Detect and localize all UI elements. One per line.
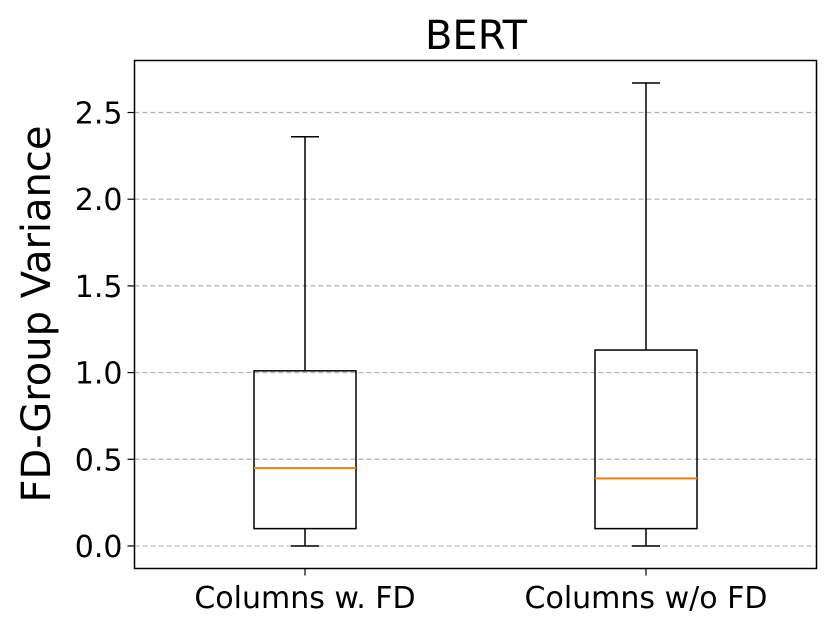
iqr-box: [253, 370, 357, 530]
y-tick-label: 1.5: [75, 270, 123, 305]
box-2: [594, 82, 698, 547]
iqr-box: [594, 349, 698, 530]
boxes: [253, 82, 698, 547]
y-tick-label: 0.5: [75, 443, 123, 478]
y-tick-label: 2.0: [75, 183, 123, 218]
grid-lines: [134, 111, 817, 547]
x-axis-ticks: Columns w. FD Columns w/o FD: [194, 568, 768, 616]
y-tick-label: 2.5: [75, 97, 123, 132]
y-tick-label: 0.0: [75, 530, 123, 565]
plot-area-frame: [133, 59, 818, 570]
x-tick-label: Columns w/o FD: [525, 581, 768, 616]
y-axis-ticks: 0.0 0.5 1.0 1.5 2.0 2.5: [75, 97, 135, 565]
x-tick-label: Columns w. FD: [194, 581, 415, 616]
y-tick-label: 1.0: [75, 357, 123, 392]
chart-title: BERT: [425, 13, 528, 59]
box-1: [253, 136, 357, 547]
y-axis-label: FD-Group Variance: [14, 126, 60, 503]
